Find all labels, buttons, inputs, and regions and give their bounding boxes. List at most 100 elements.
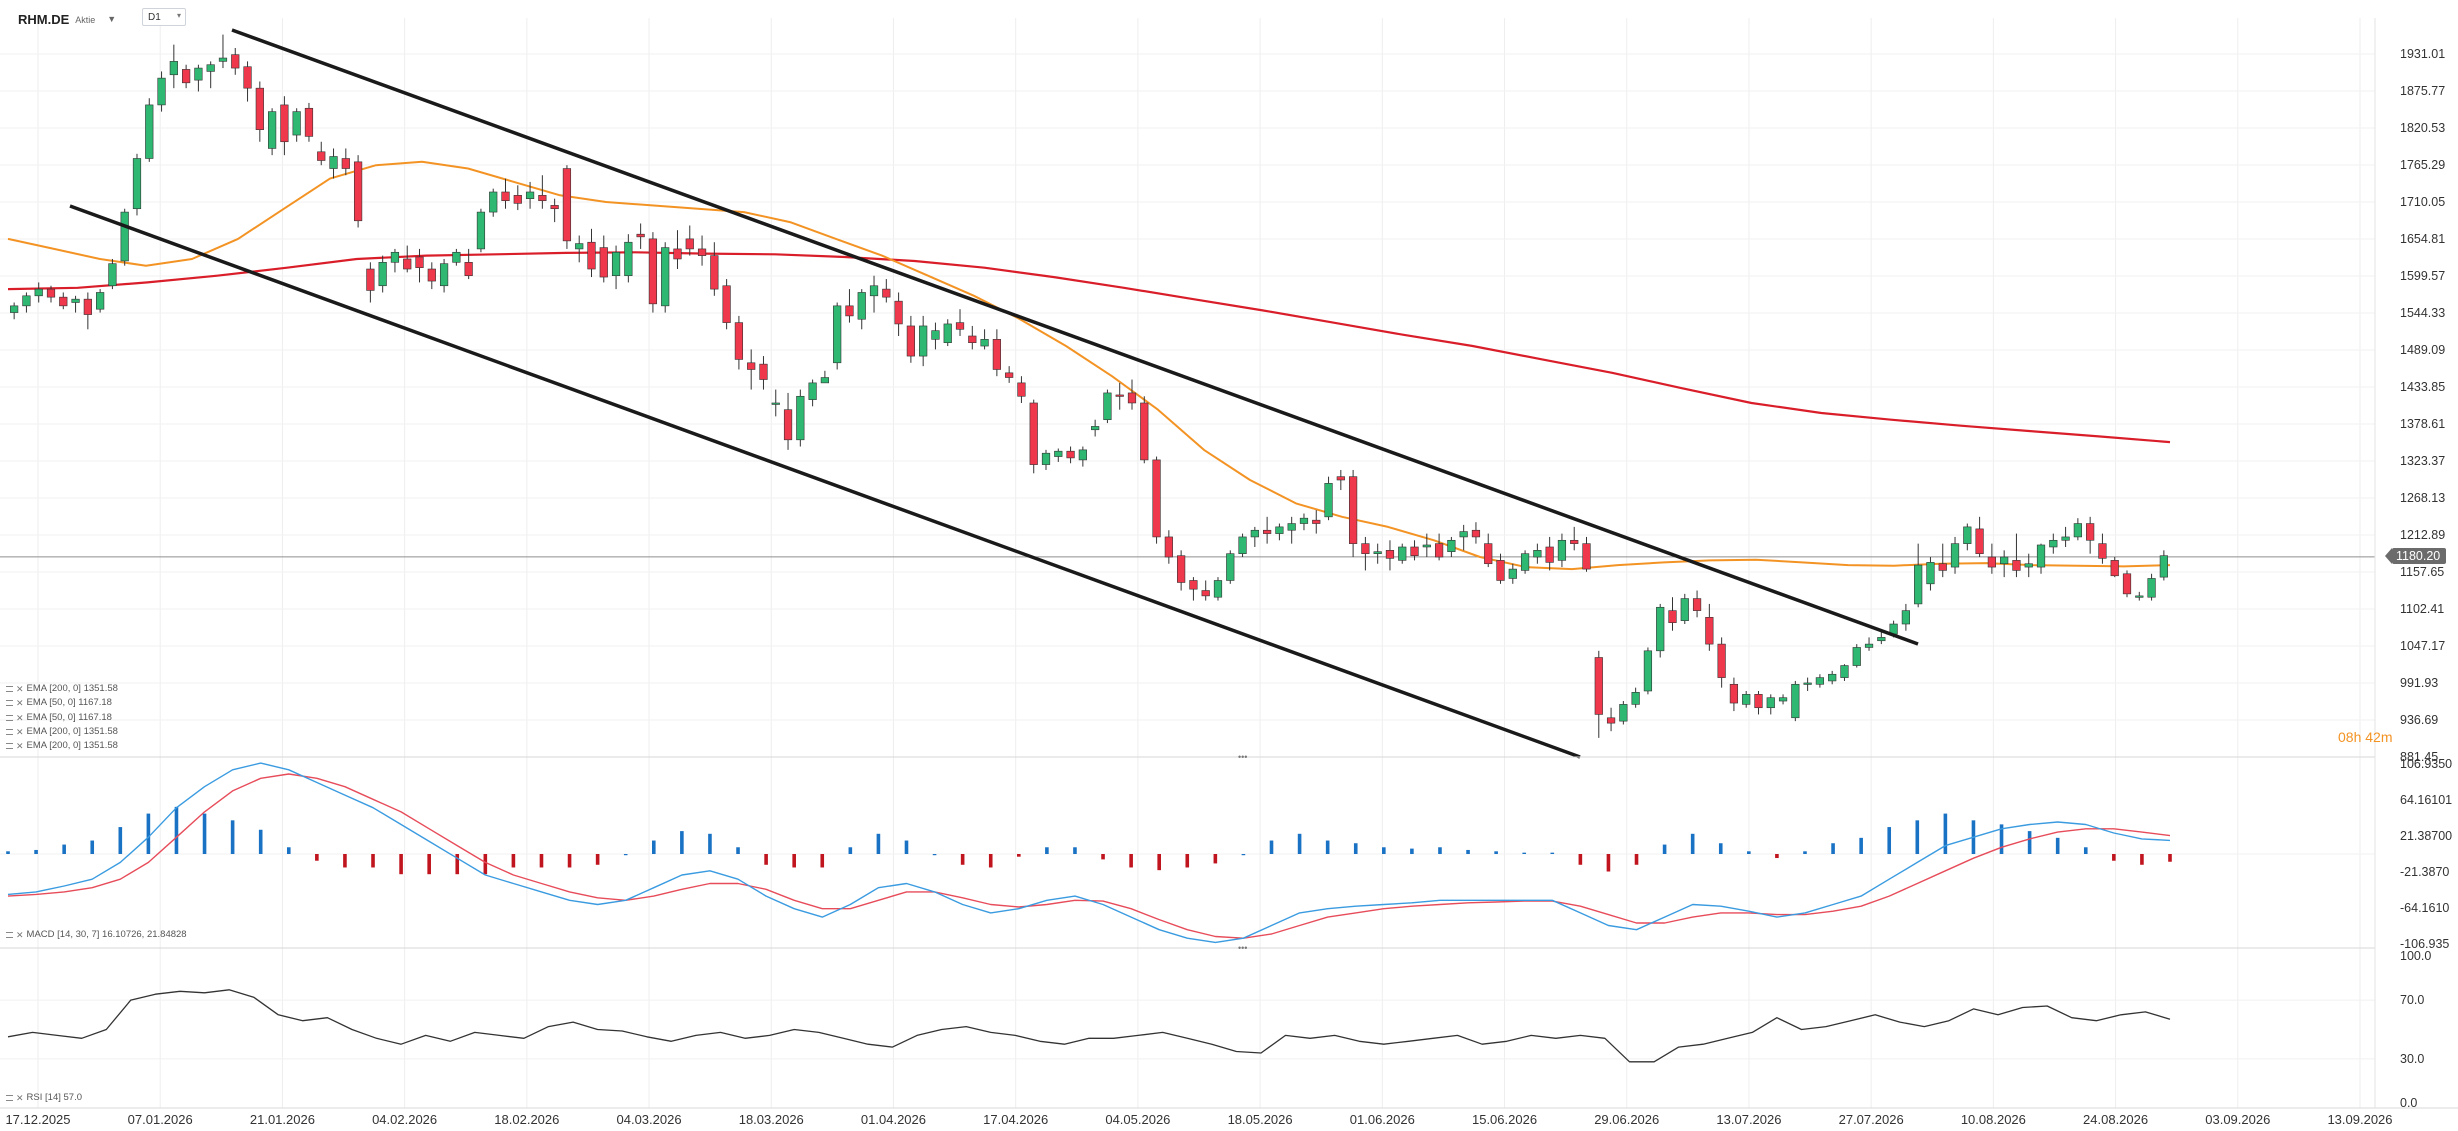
candle-body [894,300,903,325]
candle-body [1447,539,1456,552]
macd-histogram-bar [1662,844,1667,854]
candle-body [366,268,375,291]
symbol-name[interactable]: RHM.DE [18,11,70,27]
macd-histogram-bar [427,854,431,875]
settings-icon[interactable] [6,932,13,939]
date-tick-label: 18.02.2026 [494,1112,559,1127]
macd-histogram-bar [1831,843,1835,854]
symbol-dropdown-icon[interactable]: ▼ [107,14,117,24]
legend-item[interactable]: ✕ EMA [200, 0] 1351.58 [6,682,118,696]
candle-body [34,288,43,297]
close-icon[interactable]: ✕ [16,698,24,709]
candle-body [1299,517,1309,524]
close-icon[interactable]: ✕ [16,930,24,940]
close-icon[interactable]: ✕ [16,741,24,752]
macd-histogram-bar [483,854,488,875]
price-tick-label: 1710.05 [2400,195,2445,209]
macd-histogram-bar [343,854,347,868]
macd-histogram-bar [1101,854,1105,860]
legend-item[interactable]: ✕ EMA [200, 0] 1351.58 [6,739,118,753]
candle-body [1459,531,1468,538]
timeframe-select[interactable]: D1 ▾ [142,8,186,26]
candle-body [648,238,658,305]
macd-histogram-bar [90,840,95,854]
date-tick-label: 03.09.2026 [2205,1112,2270,1127]
macd-histogram-bar [848,847,853,854]
macd-histogram-bar [399,854,403,875]
candle-body [1828,673,1837,682]
rsi-line [7,989,2171,1063]
candle-body [1484,543,1493,565]
macd-histogram-bar [146,813,151,854]
macd-histogram-bar [623,854,628,856]
candle-body [2024,563,2033,568]
macd-panel: 106.9350 64.16101 21.38700 -21.3870 -64.1610… [0,757,2452,951]
legend-item[interactable]: ✕ EMA [50, 0] 1167.18 [6,696,118,710]
legend-item[interactable]: ✕ RSI [14] 57.0 [6,1091,82,1105]
candle-body [341,158,350,169]
candle-body [1275,526,1284,534]
macd-histogram-bar [1578,854,1583,865]
settings-icon[interactable] [6,1095,13,1102]
macd-histogram-bar [1269,840,1274,854]
candle-body [1041,452,1051,465]
candle-body [1017,382,1026,397]
candle-body [83,298,92,315]
legend-item[interactable]: ✕ EMA [200, 0] 1351.58 [6,725,118,739]
rsi-tick-label: 0.0 [2400,1096,2417,1110]
candle-body [1066,450,1075,459]
candle-body [1127,392,1137,404]
price-tick-label: 1544.33 [2400,306,2445,320]
resize-handle-icon: ••• [1238,752,1247,762]
candle-body [145,104,154,159]
candle-body [2122,573,2132,595]
candle-body [108,263,117,287]
candle-body [59,296,68,307]
close-icon[interactable]: ✕ [16,684,24,694]
date-tick-label: 29.06.2026 [1594,1112,1659,1127]
macd-histogram-bar [2027,831,2032,854]
candle-body [329,156,338,169]
candle-body [538,195,547,201]
candle-body [575,243,584,250]
candle-body [1238,536,1247,554]
candle-body [96,292,105,310]
candle-body [1570,539,1579,544]
macd-tick-label: 21.38700 [2400,829,2452,843]
macd-histogram-bar [960,854,965,865]
macd-signal-line [7,773,2171,939]
macd-histogram-bar [567,854,572,868]
legend-item[interactable]: ✕ MACD [14, 30, 7] 16.10726, 21.84828 [6,928,187,942]
panel-separators[interactable]: ••• ••• [0,18,2376,1108]
trend-channel[interactable] [69,28,1919,759]
macd-histogram-bar [1382,847,1386,854]
candle-body [1520,553,1530,571]
settings-icon[interactable] [6,700,13,707]
settings-icon[interactable] [6,714,13,721]
candle-body [1791,683,1800,719]
legend-item[interactable]: ✕ EMA [50, 0] 1167.18 [6,711,118,725]
candle-body [980,339,989,347]
price-tick-label: 1875.77 [2400,84,2445,98]
settings-icon[interactable] [6,686,13,693]
date-tick-label: 04.03.2026 [617,1112,682,1127]
candle-body [206,64,215,72]
ema-200-path [7,251,2171,444]
candle-body [255,87,264,130]
candle-body [1668,610,1677,623]
close-icon[interactable]: ✕ [16,712,24,723]
price-tick-label: 1489.09 [2400,343,2445,357]
settings-icon[interactable] [6,743,13,750]
candle-body [1606,717,1616,724]
candle-body [1115,394,1124,397]
candle-body [132,158,142,210]
candle-body [1963,526,1972,544]
candle-body [2036,544,2046,568]
macd-histogram-bar [1747,851,1751,854]
close-icon[interactable]: ✕ [16,726,24,737]
settings-icon[interactable] [6,729,13,736]
close-icon[interactable]: ✕ [16,1093,24,1103]
macd-tick-label: -21.3870 [2400,865,2449,879]
candle-body [2049,539,2058,548]
